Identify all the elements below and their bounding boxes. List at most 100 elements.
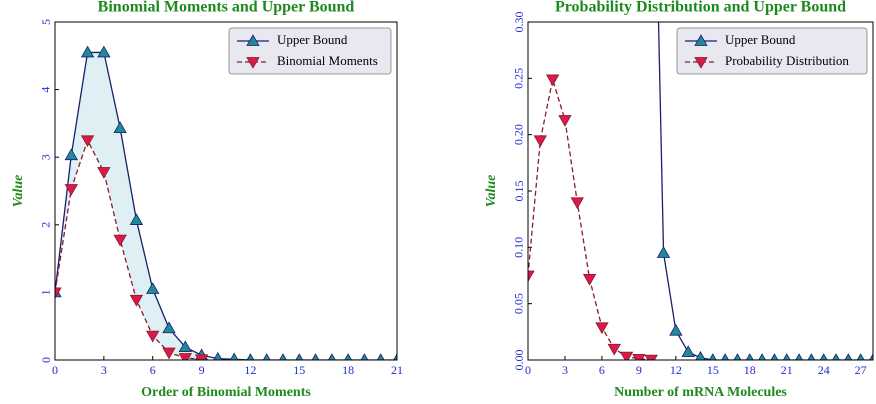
marker [595,322,609,335]
x-tick-label: 15 [707,363,719,377]
marker [869,353,873,360]
x-tick-label: 0 [52,363,58,377]
marker [832,353,840,360]
x-tick-label: 12 [670,363,682,377]
y-tick-label: 0.00 [512,350,526,371]
y-tick-label: 0.10 [512,237,526,258]
legend-marker [694,34,708,46]
y-tick-label: 1 [39,289,53,295]
marker [795,353,803,360]
y-tick-label: 4 [39,87,53,93]
x-tick-label: 3 [562,363,568,377]
marker [770,353,779,360]
marker [856,353,865,360]
marker [558,115,572,127]
x-tick-label: 21 [781,363,793,377]
marker [360,353,369,360]
y-tick-label: 5 [39,19,53,25]
legend-box [676,27,868,75]
marker [669,323,683,336]
legend-marker [246,57,260,69]
marker [113,121,127,134]
legend-label: Binomial Moments [277,53,378,68]
plot-area [528,22,873,360]
marker [376,353,385,360]
marker [844,353,853,360]
marker [262,353,271,360]
marker [344,353,353,360]
marker [528,270,535,283]
marker [708,353,717,360]
y-tick-label: 0 [39,357,53,363]
marker [213,351,223,360]
y-tick-label: 0.15 [512,181,526,202]
marker [393,353,397,360]
chart-title: Binomial Moments and Upper Bound [98,0,355,16]
chart-title: Probability Distribution and Upper Bound [555,0,846,16]
y-tick-label: 2 [39,222,53,228]
legend-label: Probability Distribution [725,53,849,68]
x-tick-label: 3 [101,363,107,377]
x-tick-label: 18 [342,363,354,377]
series-line [55,51,397,360]
marker [178,353,192,360]
x-axis-label: Order of Binomial Moments [141,385,311,400]
y-axis-label: Value [11,175,26,208]
legend-box [228,27,392,75]
x-tick-label: 27 [855,363,867,377]
series-line [55,138,202,360]
marker [146,282,160,294]
marker [162,347,176,360]
axes-frame [527,21,874,361]
marker [162,321,176,334]
marker [681,345,695,358]
legend-marker [246,34,260,46]
marker [129,213,144,225]
marker [327,353,336,360]
band-fill [55,52,202,360]
x-tick-label: 0 [525,363,531,377]
marker [721,353,730,360]
series-line [528,79,652,360]
x-tick-label: 21 [391,363,403,377]
marker [758,353,766,360]
marker [819,353,828,360]
marker [782,353,791,360]
x-tick-label: 24 [818,363,830,377]
y-tick-label: 0.30 [512,12,526,33]
marker [545,74,560,87]
panel: Binomial Moments and Upper Bound Order of… [11,0,403,400]
marker [129,294,144,307]
marker [295,353,304,360]
y-tick-label: 0.20 [512,124,526,145]
x-tick-label: 12 [244,363,256,377]
marker [97,167,111,179]
marker [80,135,95,148]
x-axis-label: Number of mRNA Molecules [614,385,787,400]
marker [178,340,192,353]
marker [745,353,754,360]
legend-marker [694,57,708,69]
marker [695,350,706,360]
marker [570,197,584,210]
x-tick-label: 6 [150,363,156,377]
marker [533,135,548,148]
marker [644,354,658,360]
y-tick-label: 3 [39,154,53,160]
marker [807,353,816,360]
x-tick-label: 15 [293,363,305,377]
x-tick-label: 9 [636,363,642,377]
marker [246,353,255,360]
marker [80,45,95,58]
y-tick-label: 0.25 [512,68,526,89]
legend-label: Upper Bound [277,32,348,47]
x-tick-label: 18 [744,363,756,377]
marker [656,246,671,258]
marker [146,330,160,343]
marker [113,234,127,247]
legend-label: Upper Bound [725,32,796,47]
marker [55,287,62,300]
marker [64,184,78,196]
x-tick-label: 6 [599,363,605,377]
